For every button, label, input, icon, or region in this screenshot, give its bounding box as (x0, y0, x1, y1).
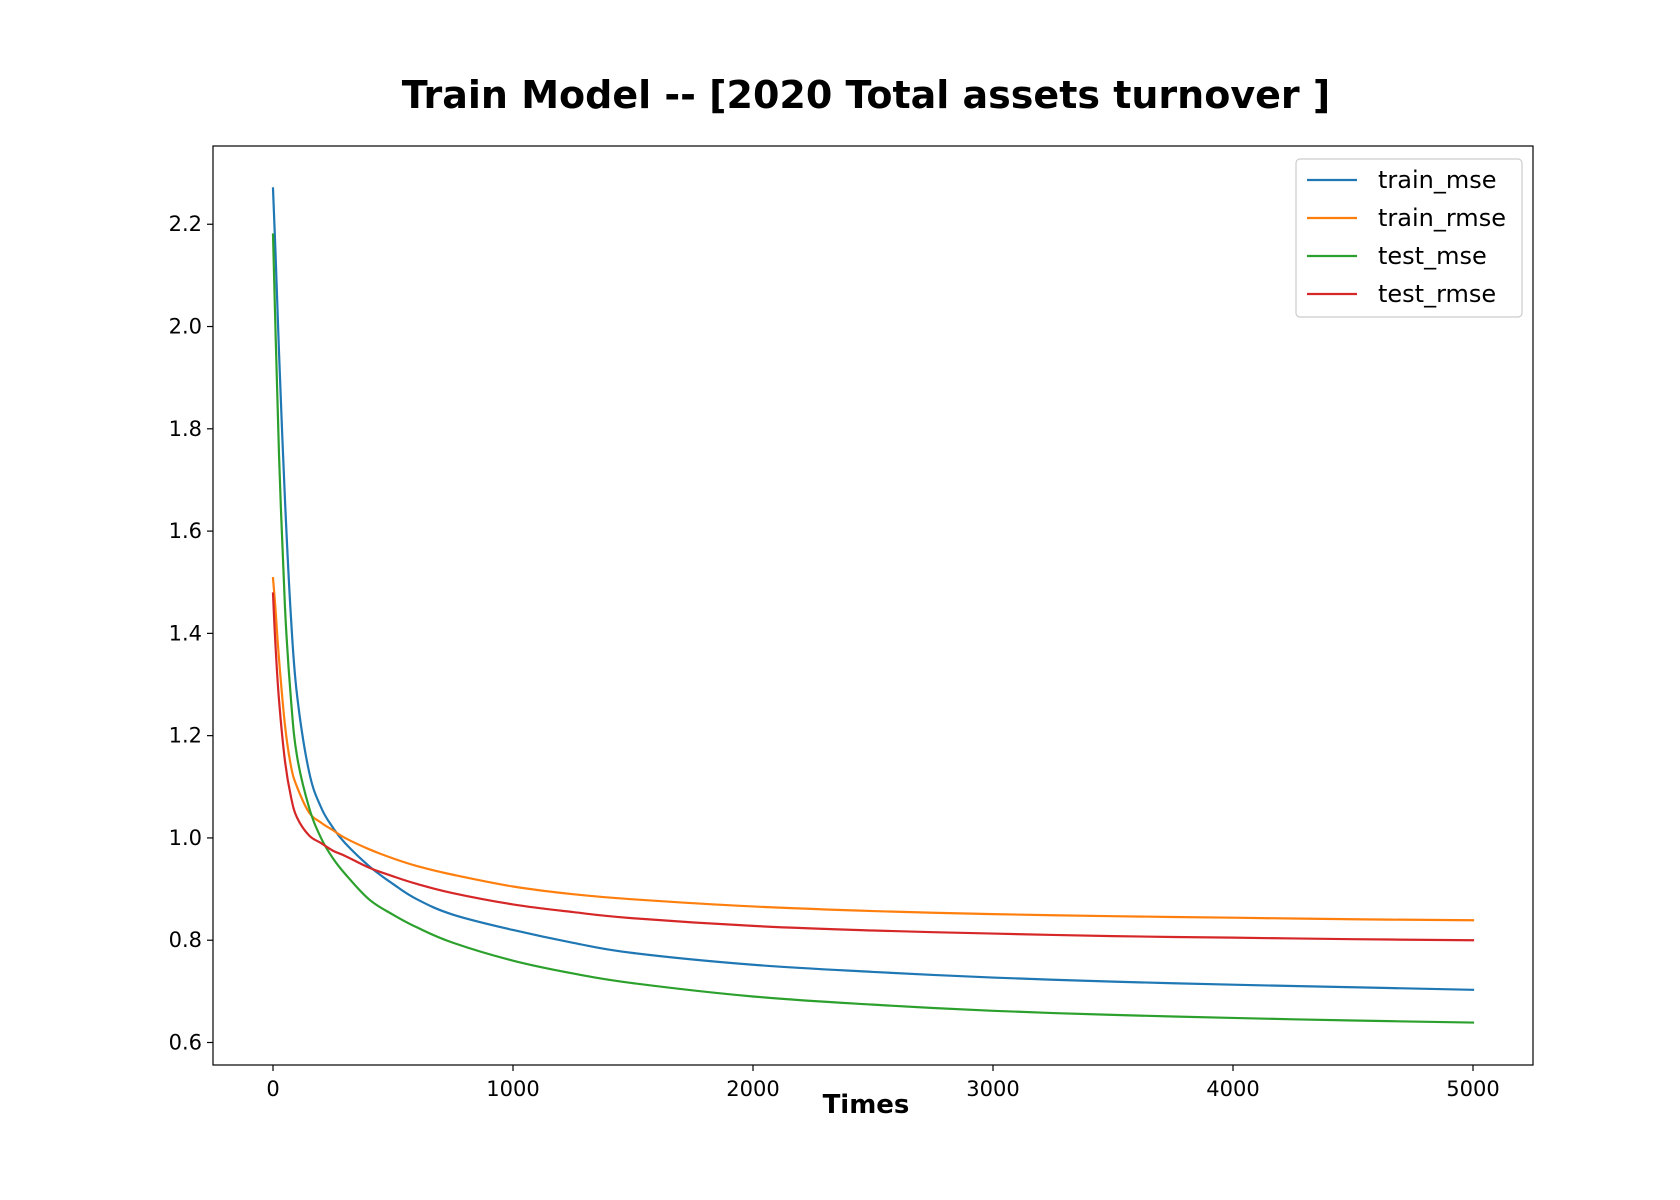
series-line-test_mse (271, 233, 1475, 1024)
series-line-train_mse (271, 187, 1475, 991)
y-tick-label: 2.2 (169, 212, 202, 236)
legend: train_mse train_rmse test_mse test_rmse (1295, 158, 1523, 318)
x-tick-label: 0 (266, 1077, 279, 1101)
plot-area: 0 1000 2000 3000 4000 5000 0.6 0.8 1.0 1.2 1.4 1.6 1… (169, 145, 1534, 1101)
legend-label-test_mse: test_mse (1378, 242, 1487, 270)
chart-title: Train Model -- [2020 Total assets turnov… (402, 73, 1330, 117)
x-tick-label: 2000 (726, 1077, 779, 1101)
x-tick-label: 5000 (1446, 1077, 1499, 1101)
x-axis-label: Times (823, 1090, 910, 1120)
y-tick-label: 1.8 (169, 417, 202, 441)
axes-frame (212, 145, 1534, 1066)
x-tick-label: 4000 (1206, 1077, 1259, 1101)
legend-label-test_rmse: test_rmse (1378, 280, 1496, 308)
y-tick-label: 1.0 (169, 826, 202, 850)
y-tick-label: 0.8 (169, 928, 202, 952)
y-tick-label: 1.2 (169, 724, 202, 748)
y-tick-label: 2.0 (169, 315, 202, 339)
y-tick-label: 1.6 (169, 519, 202, 543)
x-tick-label: 1000 (486, 1077, 539, 1101)
series-line-test_rmse (271, 592, 1475, 942)
legend-label-train_rmse: train_rmse (1378, 204, 1506, 232)
legend-label-train_mse: train_mse (1378, 166, 1497, 194)
y-tick-label: 1.4 (169, 621, 202, 645)
legend-frame (1295, 158, 1523, 318)
y-tick-label: 0.6 (169, 1030, 202, 1054)
series-line-train_rmse (271, 576, 1475, 922)
x-tick-label: 3000 (966, 1077, 1019, 1101)
